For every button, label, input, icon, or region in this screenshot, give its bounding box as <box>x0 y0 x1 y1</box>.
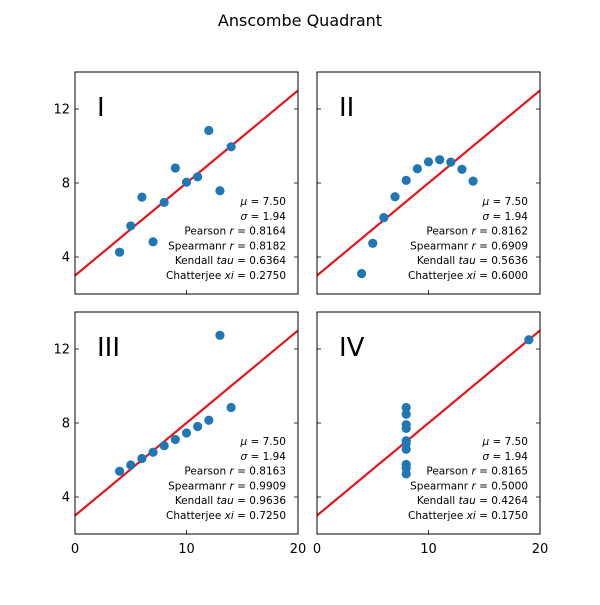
y-tick-label: 12 <box>53 103 70 118</box>
data-point <box>390 192 400 202</box>
data-point <box>115 247 125 257</box>
data-point <box>204 415 214 425</box>
panel-label: I <box>97 93 105 123</box>
data-point <box>148 237 158 247</box>
data-point <box>181 428 192 438</box>
panel-2: II μ = 7.50 σ = 1.94 Pearson r = 0.8162 Spea… <box>316 71 541 295</box>
data-point <box>226 402 236 413</box>
data-point <box>148 447 158 457</box>
stat-label: Chatterjee xi = 0.6000 <box>408 270 528 282</box>
stat-label: Pearson r = 0.8165 <box>426 466 528 478</box>
data-point <box>215 186 225 196</box>
x-tick-label: 0 <box>71 542 79 557</box>
stat-label: Pearson r = 0.8164 <box>184 226 286 238</box>
fit-line <box>317 329 540 517</box>
data-point <box>368 238 378 248</box>
data-point <box>137 192 147 202</box>
fit-line <box>75 329 298 517</box>
data-point <box>226 142 236 152</box>
x-tick-label: 10 <box>178 542 195 557</box>
stat-label: μ = 7.50 <box>239 196 286 208</box>
data-point <box>193 172 203 182</box>
data-point <box>357 269 367 279</box>
data-point <box>137 453 147 464</box>
panel-label: II <box>339 93 354 123</box>
data-point <box>401 438 411 449</box>
stat-label: Pearson r = 0.8162 <box>426 226 528 238</box>
y-tick-label: 8 <box>62 417 70 432</box>
data-point <box>401 175 411 186</box>
data-point <box>215 330 225 340</box>
stat-label: Chatterjee xi = 0.2750 <box>166 270 286 282</box>
data-point <box>457 164 467 174</box>
data-point <box>435 155 445 165</box>
data-point <box>204 125 214 136</box>
stat-label: Kendall tau = 0.4264 <box>417 495 529 507</box>
stat-label: σ = 1.94 <box>240 211 286 223</box>
data-point <box>401 420 411 430</box>
panel-3: 0 10 20 4 8 12 III μ = 7.50 σ = 1.94 Pearson r = … <box>53 311 307 557</box>
y-tick-label: 8 <box>62 177 70 192</box>
data-point <box>446 157 456 167</box>
data-point <box>126 221 136 231</box>
data-point <box>401 402 411 413</box>
stat-label: Spearmanr r = 0.6909 <box>410 240 528 252</box>
data-point <box>126 460 136 470</box>
x-tick-label: 20 <box>532 542 549 557</box>
stat-label: μ = 7.50 <box>481 436 528 448</box>
data-point <box>423 157 434 167</box>
data-point <box>181 177 192 187</box>
data-point <box>170 163 180 173</box>
data-point <box>159 197 169 208</box>
stat-label: Kendall tau = 0.6364 <box>175 255 287 267</box>
figure-title: Anscombe Quadrant <box>218 11 382 30</box>
y-tick-label: 4 <box>62 251 70 266</box>
data-point <box>524 335 534 345</box>
y-tick-label: 12 <box>53 343 70 358</box>
x-tick-label: 10 <box>420 542 437 557</box>
x-tick-label: 20 <box>290 542 307 557</box>
stat-label: Kendall tau = 0.9636 <box>175 495 287 507</box>
panel-label: III <box>97 333 120 363</box>
data-point <box>401 463 411 473</box>
stat-label: σ = 1.94 <box>240 451 286 463</box>
stat-label: σ = 1.94 <box>482 211 528 223</box>
stat-label: Pearson r = 0.8163 <box>184 466 286 478</box>
stat-label: μ = 7.50 <box>239 436 286 448</box>
panel-label: IV <box>339 333 365 363</box>
stat-label: Spearmanr r = 0.8182 <box>168 240 286 252</box>
stat-label: Spearmanr r = 0.9909 <box>168 480 286 492</box>
y-tick-label: 4 <box>62 491 70 506</box>
data-point <box>193 421 203 432</box>
data-point <box>115 466 125 476</box>
stat-label: Spearmanr r = 0.5000 <box>410 480 528 492</box>
stat-label: μ = 7.50 <box>481 196 528 208</box>
stat-label: Chatterjee xi = 0.1750 <box>408 510 528 522</box>
data-point <box>412 164 422 174</box>
panel-1: 4 8 12 Iμ = 7.50 σ = 1.94 Pearson r = 0.8164 S… <box>53 71 299 295</box>
stat-label: Chatterjee xi = 0.7250 <box>166 510 286 522</box>
data-point <box>468 176 478 186</box>
panel-4: 0 10 20 IV μ = 7.50 σ = 1.94 Pearson r = 0.816… <box>313 311 549 557</box>
fit-line <box>317 89 540 277</box>
stat-label: Kendall tau = 0.5636 <box>417 255 529 267</box>
x-tick-label: 0 <box>313 542 321 557</box>
data-point <box>379 212 389 223</box>
data-point <box>170 434 180 445</box>
data-point <box>401 409 411 419</box>
data-point <box>159 441 169 451</box>
stat-label: σ = 1.94 <box>482 451 528 463</box>
